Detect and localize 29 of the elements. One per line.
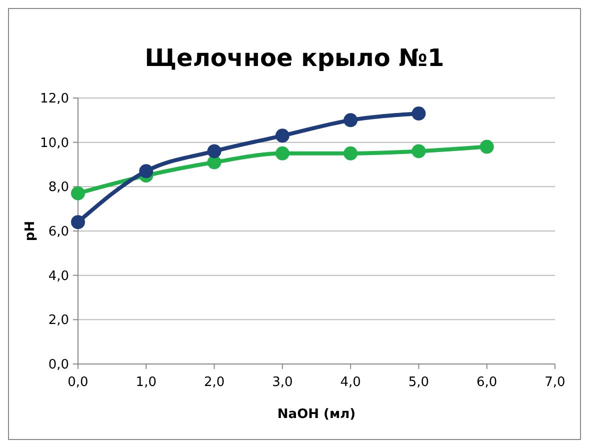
x-tick-label: 4,0: [340, 375, 361, 390]
x-tick-label: 0,0: [68, 375, 88, 390]
y-tick-label: 8,0: [48, 180, 69, 196]
point: [275, 146, 290, 160]
y-tick-label: 2,0: [48, 313, 69, 328]
point: [275, 128, 290, 143]
point: [344, 146, 358, 160]
x-tick-label: 6,0: [476, 375, 498, 390]
chart-title: Щелочное крыло №1: [144, 44, 444, 72]
point: [480, 140, 494, 154]
x-tick-label: 2,0: [204, 375, 225, 390]
x-tick-label: 1,0: [136, 375, 156, 390]
point: [412, 106, 426, 121]
y-tick-label: 0,0: [48, 358, 69, 373]
point: [412, 144, 426, 158]
point: [207, 144, 222, 158]
y-axis-title: pH: [23, 220, 38, 242]
point: [344, 113, 358, 128]
point: [139, 164, 154, 178]
y-tick-label: 12,0: [40, 92, 69, 107]
y-tick-label: 4,0: [48, 268, 69, 284]
x-tick-label: 3,0: [272, 375, 293, 390]
x-axis-title: NaOH (мл): [277, 407, 356, 422]
point: [71, 215, 85, 230]
x-tick-label: 7,0: [544, 375, 566, 390]
point: [71, 186, 85, 200]
x-tick-label: 5,0: [408, 375, 430, 390]
y-tick-label: 10,0: [40, 136, 69, 151]
y-tick-label: 6,0: [48, 224, 69, 240]
